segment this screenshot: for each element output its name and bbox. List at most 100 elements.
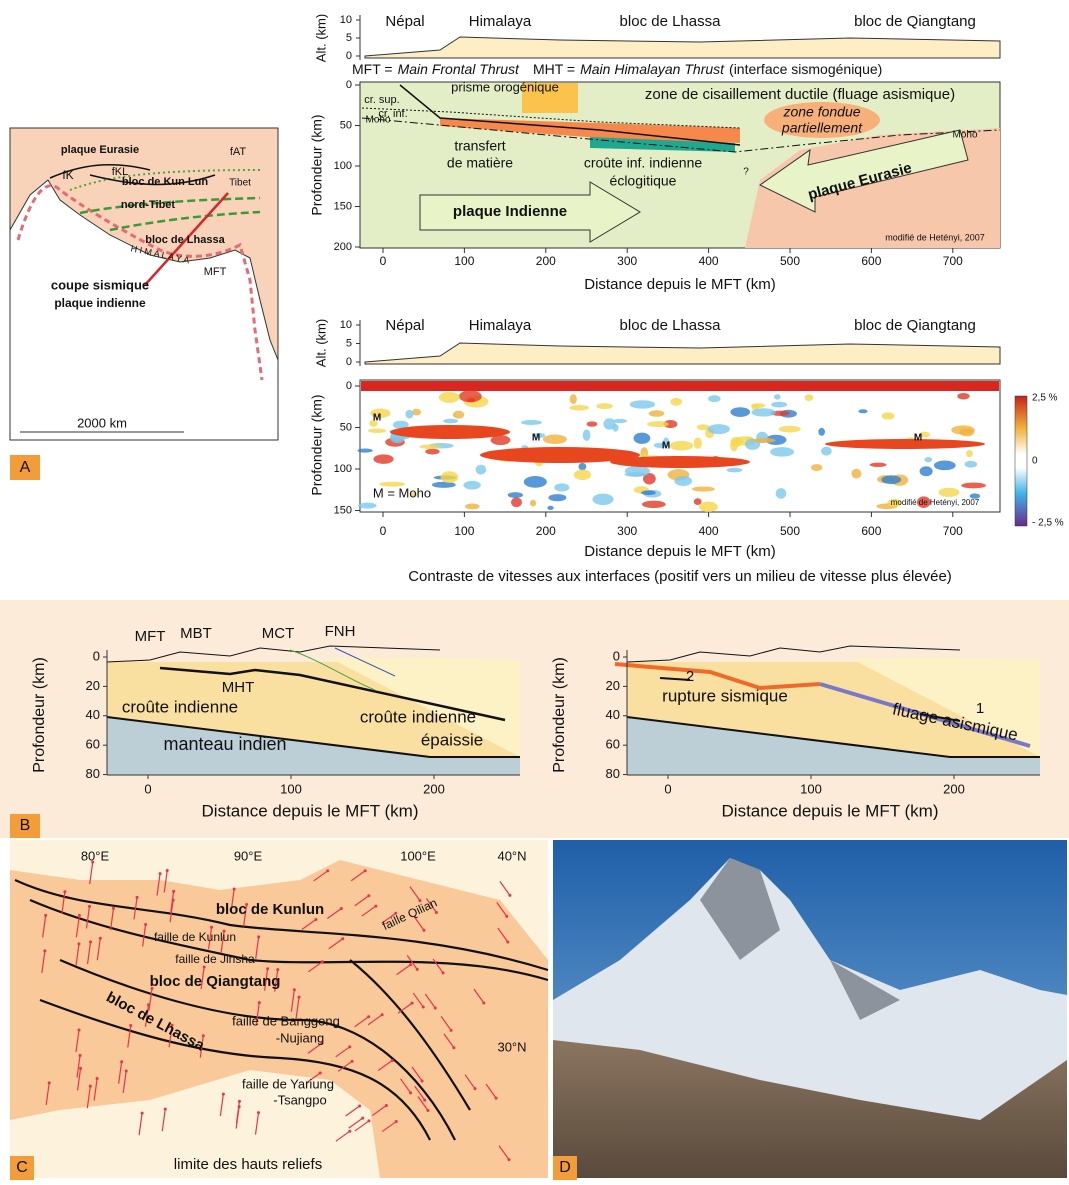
gps-tip: [136, 896, 139, 899]
label: 10: [340, 319, 352, 331]
velocity-blob: [811, 464, 822, 471]
gps-tip: [364, 869, 367, 872]
gps-tip: [435, 911, 438, 914]
velocity-blob: [476, 465, 487, 475]
velocity-blob: [851, 469, 861, 479]
label: 10: [340, 14, 352, 26]
label: croûte indienne: [122, 697, 238, 716]
label: 700: [943, 254, 963, 268]
gps-tip: [129, 1024, 132, 1027]
label: M: [914, 433, 922, 444]
gps-tip: [422, 1006, 425, 1009]
label: 0: [346, 356, 352, 368]
label: 1: [976, 700, 984, 717]
label: modifié de Hetényi, 2007: [885, 232, 985, 242]
velocity-blob: [647, 421, 669, 427]
velocity-blob: [699, 502, 718, 513]
velocity-blob: [390, 425, 510, 439]
label: bloc de Lhassa: [620, 13, 722, 30]
velocity-blob: [439, 392, 460, 403]
label: Himalaya: [469, 13, 532, 30]
label: MFT: [204, 266, 227, 278]
gps-tip: [238, 1100, 241, 1103]
label: 0: [613, 648, 620, 663]
label: 2000 km: [77, 415, 127, 430]
label: 0: [664, 781, 671, 796]
panel-c: [10, 840, 548, 1180]
label: 80: [606, 766, 620, 781]
label: fK: [62, 168, 73, 182]
label: 2,5 %: [1032, 393, 1058, 404]
label: 0: [1032, 456, 1038, 467]
gps-tip: [166, 869, 169, 872]
velocity-blob: [465, 503, 480, 509]
label: 400: [699, 254, 719, 268]
label: Distance depuis le MFT (km): [584, 276, 775, 293]
label: Profondeur (km): [309, 394, 325, 495]
gps-tip: [351, 1060, 354, 1063]
velocity-blob: [511, 497, 522, 507]
label: - 2,5 %: [1032, 518, 1064, 529]
label: 300: [617, 254, 637, 268]
label: Distance depuis le MFT (km): [722, 801, 939, 820]
velocity-blob: [730, 407, 750, 417]
label: 40°N: [497, 848, 526, 863]
label: D: [559, 1159, 571, 1176]
label: 500: [780, 524, 800, 538]
gps-tip: [367, 1015, 370, 1018]
label: 20: [86, 678, 100, 693]
label: prisme orogénique: [451, 79, 559, 94]
velocity-blob: [610, 456, 750, 468]
gps-tip: [426, 1109, 429, 1112]
label: 400: [699, 524, 719, 538]
label: Himalaya: [469, 317, 532, 334]
label: Distance depuis le MFT (km): [202, 801, 419, 820]
label: 300: [617, 524, 637, 538]
gps-tip: [147, 1003, 150, 1006]
label: zone de cisaillement ductile (fluage asi…: [645, 86, 955, 103]
label: faille de Jinsha: [175, 952, 255, 966]
velocity-blob: [592, 494, 613, 505]
gps-tip: [340, 907, 343, 910]
label: plaque indienne: [54, 296, 146, 310]
velocity-blob: [405, 410, 413, 419]
label: fAT: [230, 146, 247, 158]
label: bloc de Lhassa: [145, 234, 225, 246]
velocity-blob: [957, 393, 969, 400]
gps-tip: [258, 1001, 261, 1004]
label: faille de Kunlun: [154, 930, 236, 944]
label: 60: [606, 737, 620, 752]
gps-tip: [233, 888, 236, 891]
gps-tip: [385, 1104, 388, 1107]
gps-tip: [77, 942, 80, 945]
label: MFT: [135, 628, 166, 645]
velocity-blob: [776, 488, 787, 499]
gps-tip: [367, 1119, 370, 1122]
label: 200: [423, 781, 445, 796]
panel-d: [553, 840, 1067, 1180]
gps-tip: [474, 1087, 477, 1090]
velocity-blob: [441, 471, 459, 483]
label: Moho: [952, 130, 977, 141]
gps-tip: [78, 914, 81, 917]
velocity-blob: [358, 503, 376, 509]
colorbar: [1015, 396, 1027, 526]
gps-tip: [367, 894, 370, 897]
legend-part: Main Himalayan Thrust: [580, 61, 725, 77]
velocity-blob: [730, 439, 738, 451]
label: FNH: [325, 623, 356, 640]
label: M: [662, 441, 670, 452]
label: 600: [861, 524, 881, 538]
label: A: [20, 459, 31, 476]
label: partiellement: [781, 120, 863, 136]
label: 40: [86, 707, 100, 722]
velocity-blob: [583, 430, 591, 441]
section-tomography: [358, 320, 1027, 526]
velocity-blob: [870, 463, 887, 467]
label: 200: [943, 781, 965, 796]
legend-part: Main Frontal Thrust: [398, 61, 520, 77]
label: coupe sismique: [51, 277, 149, 292]
label: bloc de Lhassa: [620, 317, 722, 334]
velocity-blob: [569, 405, 589, 410]
gps-tip: [79, 1054, 82, 1057]
